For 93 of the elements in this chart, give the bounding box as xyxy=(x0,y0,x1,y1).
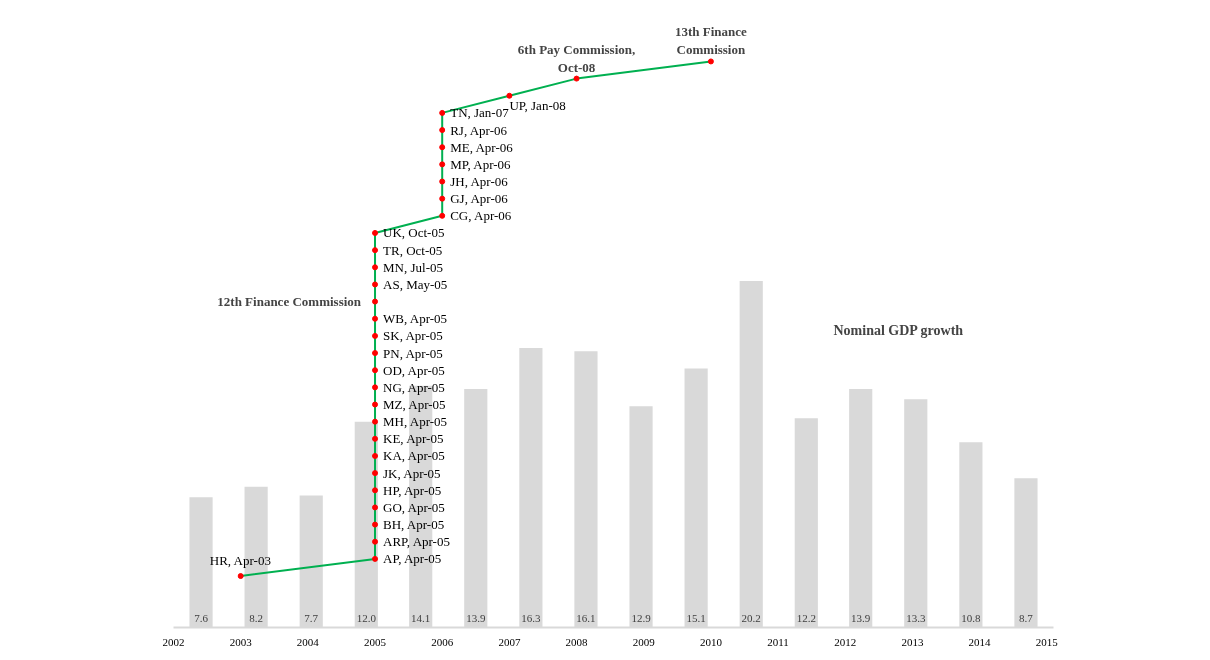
data-label: 12.9 xyxy=(631,611,652,624)
data-label: WB, Apr-05 xyxy=(383,311,448,327)
data-label: NG, Apr-05 xyxy=(383,379,445,395)
data-label: UP, Jan-08 xyxy=(509,97,566,113)
x-tick-label: 2006 xyxy=(431,635,454,648)
point xyxy=(707,58,714,65)
point xyxy=(573,75,580,82)
data-label: MP, Apr-06 xyxy=(450,156,512,172)
x-tick-label: 2007 xyxy=(498,635,521,648)
data-label: 8.7 xyxy=(1019,611,1034,624)
point xyxy=(372,401,379,408)
data-label: JK, Apr-05 xyxy=(383,465,441,481)
point xyxy=(372,538,379,545)
x-tick-label: 2005 xyxy=(364,635,387,648)
data-label: ME, Apr-06 xyxy=(450,139,514,155)
data-label: PN, Apr-05 xyxy=(383,345,443,361)
point xyxy=(237,573,244,580)
x-tick-label: 2012 xyxy=(834,635,857,648)
data-label: OD, Apr-05 xyxy=(383,362,445,378)
data-label: AS, May-05 xyxy=(383,276,448,292)
x-tick-label: 2013 xyxy=(901,635,924,648)
point xyxy=(372,298,379,305)
point xyxy=(439,178,446,185)
point xyxy=(372,281,379,288)
data-label: 16.3 xyxy=(521,611,541,624)
point xyxy=(506,92,513,99)
data-label: BH, Apr-05 xyxy=(383,517,445,533)
data-label: 15.1 xyxy=(686,611,706,624)
point xyxy=(372,264,379,271)
x-tick-label: 2015 xyxy=(1035,635,1059,648)
data-label: HP, Apr-05 xyxy=(383,482,442,498)
annotation: 13th Finance Commission xyxy=(674,24,748,58)
point xyxy=(372,504,379,511)
data-label: MH, Apr-05 xyxy=(383,414,448,430)
point xyxy=(372,315,379,322)
point xyxy=(372,418,379,425)
annotation: Nominal GDP growth xyxy=(833,322,964,338)
data-label: SK, Apr-05 xyxy=(383,328,443,344)
x-tick-label: 2003 xyxy=(229,635,253,648)
data-label: MZ, Apr-05 xyxy=(383,397,446,413)
x-tick-label: 2011 xyxy=(767,635,789,648)
x-tick-label: 2009 xyxy=(632,635,656,648)
data-label: HR, Apr-03 xyxy=(209,553,271,569)
x-tick-label: 2014 xyxy=(968,635,992,648)
point xyxy=(372,332,379,339)
data-label: 16.1 xyxy=(576,611,596,624)
data-label: 14.1 xyxy=(411,611,431,624)
data-label: ARP, Apr-05 xyxy=(383,534,450,550)
data-label: RJ, Apr-06 xyxy=(450,122,508,138)
point xyxy=(439,109,446,116)
data-label: JH, Apr-06 xyxy=(450,174,509,190)
data-label: 10.8 xyxy=(961,611,981,624)
data-label: 7.7 xyxy=(304,611,319,624)
point xyxy=(372,435,379,442)
data-label: CG, Apr-06 xyxy=(450,208,512,224)
annotation: 6th Pay Commission, Oct-08 xyxy=(517,41,636,75)
point xyxy=(439,212,446,219)
data-label: 12.2 xyxy=(796,611,816,624)
x-tick-label: 2010 xyxy=(699,635,723,648)
data-label: UK, Oct-05 xyxy=(383,225,445,241)
point xyxy=(372,452,379,459)
data-label: AP, Apr-05 xyxy=(383,551,442,567)
data-label: 8.2 xyxy=(249,611,263,624)
point xyxy=(439,144,446,151)
data-label: 12.0 xyxy=(356,611,377,624)
data-label: MN, Jul-05 xyxy=(383,259,443,275)
point xyxy=(372,247,379,254)
point xyxy=(372,367,379,374)
data-label: KE, Apr-05 xyxy=(383,431,444,447)
data-label: 13.9 xyxy=(851,611,871,624)
annotation: 12th Finance Commission xyxy=(217,294,362,310)
x-tick-label: 2004 xyxy=(296,635,320,648)
point xyxy=(372,521,379,528)
data-label: KA, Apr-05 xyxy=(383,448,445,464)
data-label: GO, Apr-05 xyxy=(383,499,445,515)
point xyxy=(439,195,446,202)
point xyxy=(372,229,379,236)
point xyxy=(372,350,379,357)
point xyxy=(372,384,379,391)
point xyxy=(372,470,379,477)
data-label: 7.6 xyxy=(194,611,209,624)
point xyxy=(372,555,379,562)
point xyxy=(439,161,446,168)
data-label: TR, Oct-05 xyxy=(383,242,443,258)
point xyxy=(439,127,446,134)
data-label: 13.9 xyxy=(466,611,486,624)
data-label: 13.3 xyxy=(906,611,926,624)
x-tick-label: 2008 xyxy=(565,635,589,648)
data-label: TN, Jan-07 xyxy=(450,105,510,121)
data-label: GJ, Apr-06 xyxy=(450,191,509,207)
point xyxy=(372,487,379,494)
data-label: 20.2 xyxy=(741,611,761,624)
x-tick-label: 2002 xyxy=(162,635,185,648)
